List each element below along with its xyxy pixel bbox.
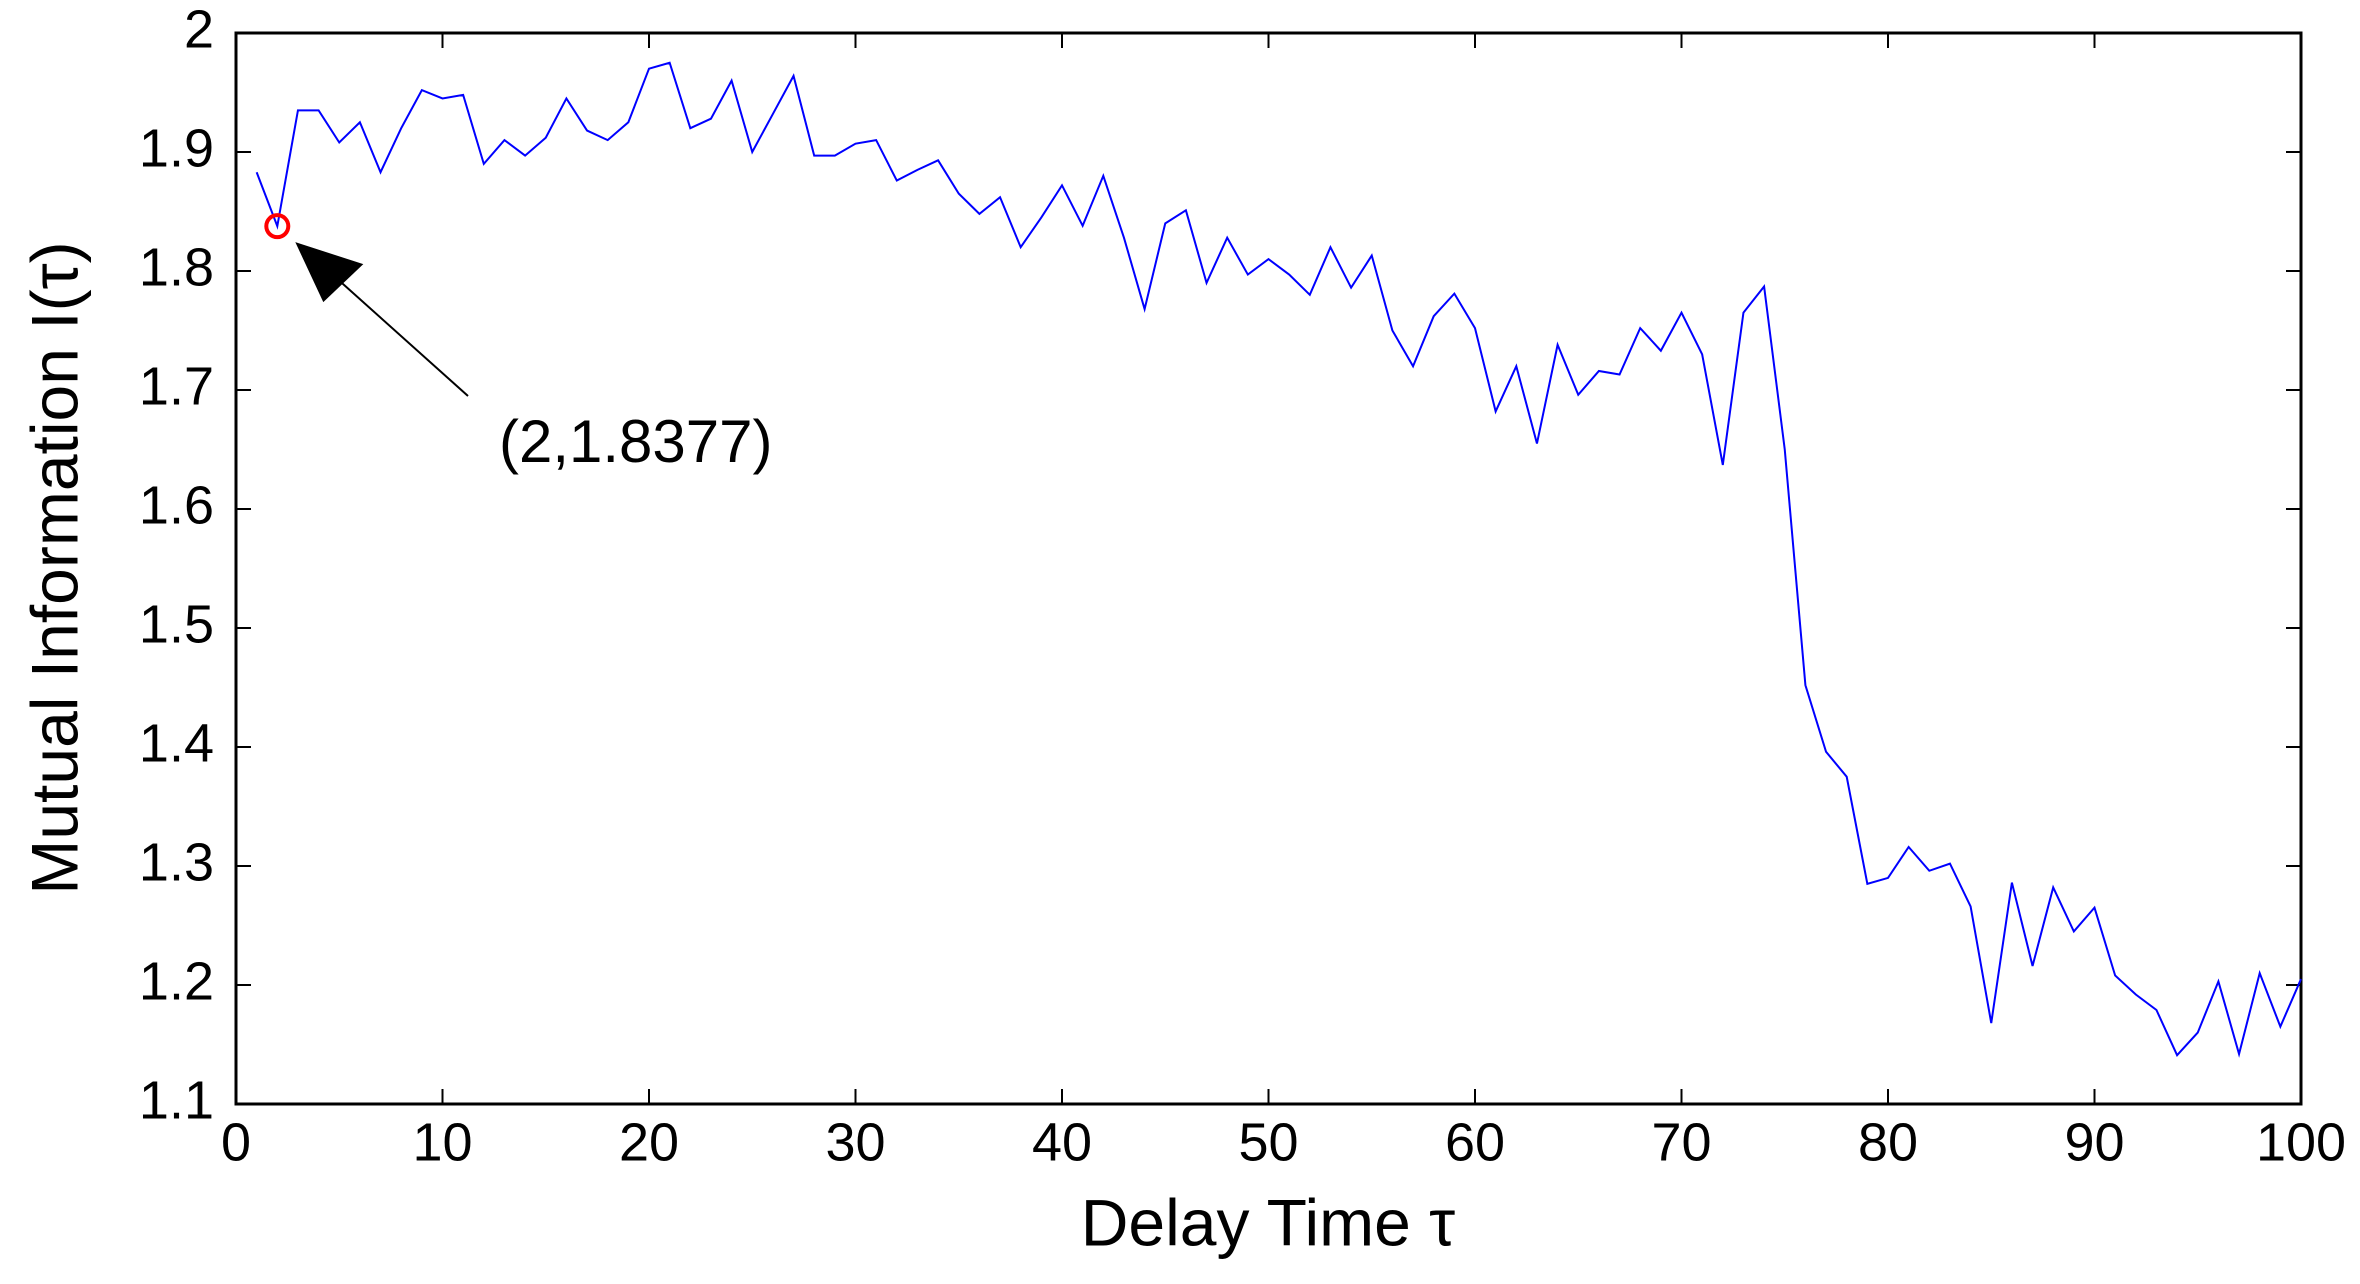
x-tick-label: 40 xyxy=(1032,1112,1092,1172)
x-tick-label: 80 xyxy=(1858,1112,1918,1172)
x-tick-label: 90 xyxy=(2064,1112,2124,1172)
x-tick-label: 60 xyxy=(1445,1112,1505,1172)
y-tick-label: 1.1 xyxy=(139,1070,214,1130)
y-tick-label: 1.3 xyxy=(139,832,214,892)
x-tick-label: 70 xyxy=(1651,1112,1711,1172)
y-tick-label: 1.7 xyxy=(139,356,214,416)
y-tick-label: 1.5 xyxy=(139,594,214,654)
x-axis-label: Delay Time τ xyxy=(1081,1185,1456,1259)
y-tick-label: 1.9 xyxy=(139,118,214,178)
data-line xyxy=(255,61,2302,1058)
x-tick-label: 0 xyxy=(221,1112,251,1172)
y-tick-label: 1.8 xyxy=(139,237,214,297)
annotation-arrow-line xyxy=(324,267,469,397)
y-tick-label: 1.6 xyxy=(139,475,214,535)
y-tick-label: 1.4 xyxy=(139,713,214,773)
plot-frame xyxy=(234,31,2303,1106)
x-tick-label: 30 xyxy=(825,1112,885,1172)
x-tick-label: 10 xyxy=(412,1112,472,1172)
x-tick-label: 50 xyxy=(1238,1112,1298,1172)
annotation-label: (2,1.8377) xyxy=(499,408,773,475)
highlight-marker xyxy=(264,213,291,240)
annotation-arrowhead xyxy=(295,242,364,303)
y-tick-label: 1.2 xyxy=(139,951,214,1011)
y-axis-label: Mutual Information I(τ) xyxy=(17,241,91,894)
x-tick-label: 20 xyxy=(619,1112,679,1172)
y-tick-label: 2 xyxy=(184,0,214,59)
x-tick-label: 100 xyxy=(2256,1112,2346,1172)
